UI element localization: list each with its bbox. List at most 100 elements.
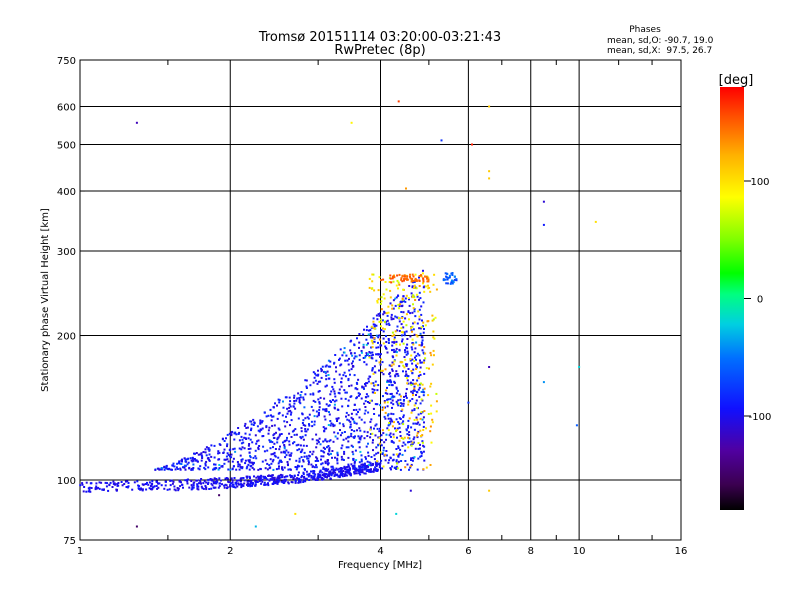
- data-point: [186, 480, 189, 483]
- data-point: [270, 453, 273, 456]
- data-point: [249, 454, 251, 457]
- data-point: [333, 361, 336, 364]
- data-point: [387, 339, 390, 342]
- data-point: [254, 434, 257, 437]
- data-point: [413, 436, 416, 439]
- data-point: [408, 285, 411, 287]
- data-point: [316, 475, 319, 478]
- data-point: [272, 478, 275, 481]
- data-point: [251, 484, 253, 487]
- data-point: [375, 314, 378, 317]
- data-point: [196, 483, 199, 486]
- data-point: [270, 419, 273, 422]
- data-point: [360, 351, 363, 354]
- data-point: [294, 428, 297, 431]
- data-point: [391, 349, 393, 352]
- data-point: [228, 481, 231, 484]
- data-point: [333, 424, 336, 427]
- data-point: [406, 382, 409, 385]
- data-point: [390, 401, 393, 404]
- data-point: [407, 400, 410, 403]
- data-point: [397, 460, 400, 463]
- data-point: [367, 465, 369, 468]
- data-point: [325, 364, 328, 367]
- data-point: [405, 363, 407, 366]
- data-point: [283, 445, 286, 448]
- data-point: [303, 451, 306, 454]
- data-point: [243, 436, 246, 439]
- data-point: [260, 482, 263, 485]
- data-point: [390, 384, 393, 387]
- data-point: [255, 476, 258, 479]
- data-point: [243, 447, 246, 450]
- data-point: [368, 464, 371, 466]
- data-point: [316, 374, 319, 377]
- data-point: [315, 456, 318, 459]
- data-point: [323, 468, 326, 471]
- data-point: [338, 388, 341, 391]
- data-point: [406, 278, 409, 281]
- data-point: [399, 343, 401, 346]
- data-point: [339, 429, 341, 431]
- data-point: [383, 311, 386, 314]
- data-point: [388, 384, 391, 386]
- data-point: [594, 220, 597, 223]
- data-point: [331, 399, 334, 401]
- data-point: [403, 436, 406, 439]
- data-point: [290, 436, 293, 438]
- y-tick-label: 75: [63, 536, 76, 547]
- data-point: [217, 452, 220, 455]
- data-point: [406, 433, 409, 436]
- data-point: [343, 452, 346, 455]
- data-point: [328, 472, 331, 475]
- data-point: [154, 468, 157, 471]
- data-point: [147, 483, 150, 486]
- data-point: [405, 373, 408, 376]
- data-point: [385, 454, 388, 457]
- data-point: [353, 344, 356, 347]
- data-point: [403, 331, 406, 334]
- data-point: [266, 483, 269, 486]
- data-point: [285, 439, 288, 442]
- data-point: [350, 339, 353, 342]
- data-point: [252, 418, 255, 421]
- data-point: [280, 451, 283, 454]
- data-point: [360, 458, 363, 461]
- data-point: [367, 395, 370, 398]
- data-point: [420, 390, 423, 393]
- data-point: [416, 322, 419, 325]
- data-point: [305, 477, 308, 480]
- data-point: [220, 465, 223, 468]
- data-point: [183, 457, 186, 460]
- data-point: [246, 482, 249, 485]
- data-point: [241, 466, 244, 469]
- data-point: [180, 463, 183, 465]
- data-point: [347, 399, 350, 402]
- data-point: [331, 456, 333, 459]
- data-point: [202, 482, 205, 485]
- data-point: [404, 443, 407, 446]
- data-point: [305, 444, 308, 447]
- data-point: [213, 468, 216, 471]
- data-point: [348, 472, 351, 475]
- data-point: [302, 398, 305, 401]
- data-point: [306, 428, 309, 431]
- data-point: [343, 431, 346, 433]
- data-point: [401, 361, 404, 364]
- data-point: [313, 415, 316, 418]
- data-point: [257, 446, 260, 449]
- data-point: [333, 403, 336, 406]
- data-point: [192, 467, 195, 469]
- stats-o-line: mean, sd,O: -90.7, 19.0: [607, 36, 714, 46]
- data-point: [339, 364, 342, 367]
- data-point: [278, 448, 281, 451]
- data-point: [381, 327, 384, 330]
- data-point: [278, 401, 281, 404]
- data-point: [404, 375, 407, 377]
- data-point: [295, 468, 298, 471]
- data-point: [316, 478, 318, 481]
- data-point: [312, 409, 315, 412]
- data-point: [423, 361, 425, 364]
- data-point: [336, 420, 338, 422]
- data-point: [299, 444, 302, 447]
